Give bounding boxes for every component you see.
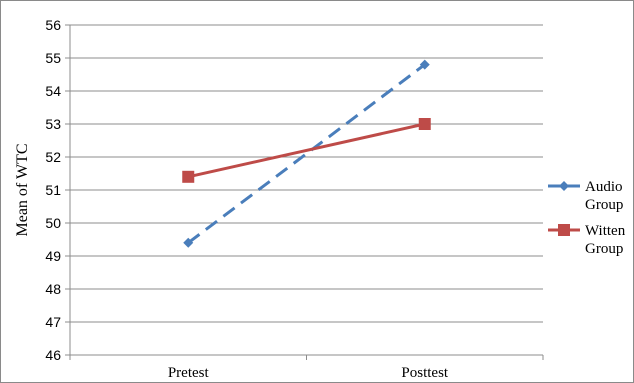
y-tick-label: 54	[45, 83, 61, 99]
y-tick-label: 48	[45, 281, 61, 297]
legend-label: Witten	[585, 223, 626, 239]
series-line	[187, 122, 426, 179]
series-line	[187, 63, 426, 244]
x-tick-label: Pretest	[168, 365, 210, 381]
series-1	[183, 59, 430, 248]
legend-label: Group	[585, 241, 623, 257]
axes	[65, 24, 544, 360]
legend-label: Audio	[585, 179, 623, 195]
y-tick-label: 53	[45, 116, 61, 132]
x-tick-label: Posttest	[401, 365, 449, 381]
series-2	[182, 118, 431, 183]
y-tick-label: 56	[45, 17, 61, 33]
gridlines	[70, 24, 543, 323]
y-tick-labels: 46 47 48 49 50 51 52 53 54 55 56	[45, 17, 61, 363]
series-layer	[182, 59, 431, 248]
y-tick-label: 49	[45, 248, 61, 264]
y-tick-label: 55	[45, 50, 61, 66]
legend-item: Audio Group	[548, 179, 623, 213]
legend-label: Group	[585, 197, 623, 213]
y-tick-label: 50	[45, 215, 61, 231]
legend: Audio Group Witten Group	[548, 179, 626, 257]
data-point	[183, 237, 194, 248]
legend-item: Witten Group	[548, 223, 626, 257]
data-point	[418, 118, 431, 130]
data-point	[182, 170, 195, 183]
y-tick-label: 52	[45, 149, 61, 165]
x-tick-labels: Pretest Posttest	[168, 365, 449, 381]
y-tick-label: 47	[45, 314, 61, 330]
y-axis-label: Mean of WTC	[14, 143, 31, 236]
y-tick-label: 46	[45, 347, 61, 363]
data-point	[419, 59, 430, 70]
y-tick-label: 51	[45, 182, 61, 198]
legend-marker	[558, 224, 570, 236]
legend-marker	[559, 181, 569, 191]
